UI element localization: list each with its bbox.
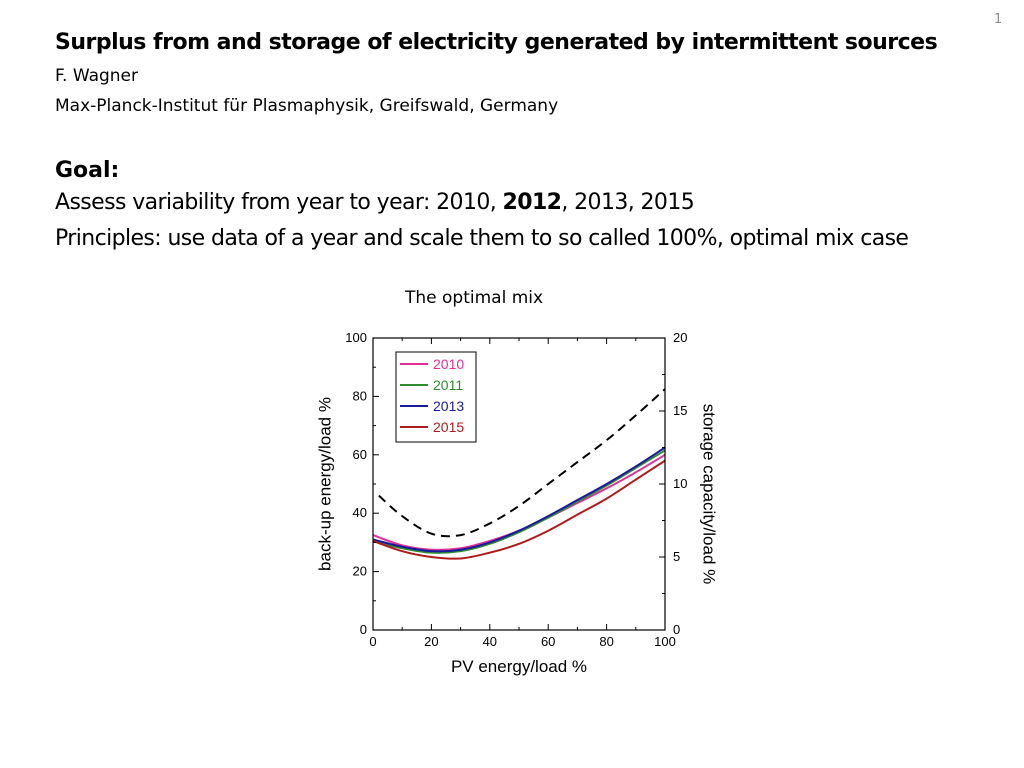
y2-tick-label: 0 — [673, 622, 680, 637]
goal-line-years: Assess variability from year to year: 20… — [55, 190, 695, 215]
x-tick-label: 80 — [599, 634, 613, 649]
legend-label-2015: 2015 — [433, 419, 464, 435]
legend-label-2011: 2011 — [433, 377, 463, 393]
y-tick-label: 20 — [353, 564, 367, 579]
chart-caption: The optimal mix — [405, 288, 544, 308]
series-line-2015 — [372, 459, 666, 560]
y2-tick-label: 10 — [673, 476, 687, 491]
legend: 2010 2011 2013 2015 — [395, 351, 477, 443]
slide-number: 1 — [994, 12, 1003, 27]
series-line-2010 — [372, 453, 666, 551]
author-institute: Max-Planck-Institut für Plasmaphysik, Gr… — [55, 96, 559, 116]
slide-title: Surplus from and storage of electricity … — [55, 30, 938, 55]
author-name: F. Wagner — [55, 66, 139, 86]
goal-line-principles: Principles: use data of a year and scale… — [55, 226, 909, 251]
y2-tick-label: 15 — [673, 403, 687, 418]
x-tick-label: 40 — [483, 634, 497, 649]
y-tick-label: 0 — [360, 622, 367, 637]
series-layer — [372, 388, 666, 560]
y-axis-label: back-up energy/load % — [315, 397, 334, 571]
y2-axis-label: storage capacity/load % — [700, 404, 719, 585]
goal-heading: Goal: — [55, 158, 120, 183]
y-tick-label: 80 — [353, 388, 367, 403]
y2-tick-label: 20 — [673, 330, 687, 345]
y-tick-label: 60 — [353, 447, 367, 462]
series-line-2011 — [372, 449, 666, 554]
x-tick-label: 100 — [654, 634, 676, 649]
y2-tick-label: 5 — [673, 549, 680, 564]
x-tick-label: 20 — [424, 634, 438, 649]
x-tick-label: 60 — [541, 634, 555, 649]
goal-line-years-prefix: Assess variability from year to year: 20… — [55, 190, 503, 215]
goal-line-years-suffix: , 2013, 2015 — [561, 190, 695, 215]
x-tick-label: 0 — [369, 634, 376, 649]
legend-label-2013: 2013 — [433, 398, 464, 414]
goal-line-years-bold: 2012 — [502, 190, 562, 215]
series-line-2013 — [372, 446, 666, 553]
y-tick-label: 40 — [353, 505, 367, 520]
y-tick-label: 100 — [345, 330, 367, 345]
legend-label-2010: 2010 — [433, 356, 464, 372]
x-axis-label: PV energy/load % — [451, 657, 587, 676]
